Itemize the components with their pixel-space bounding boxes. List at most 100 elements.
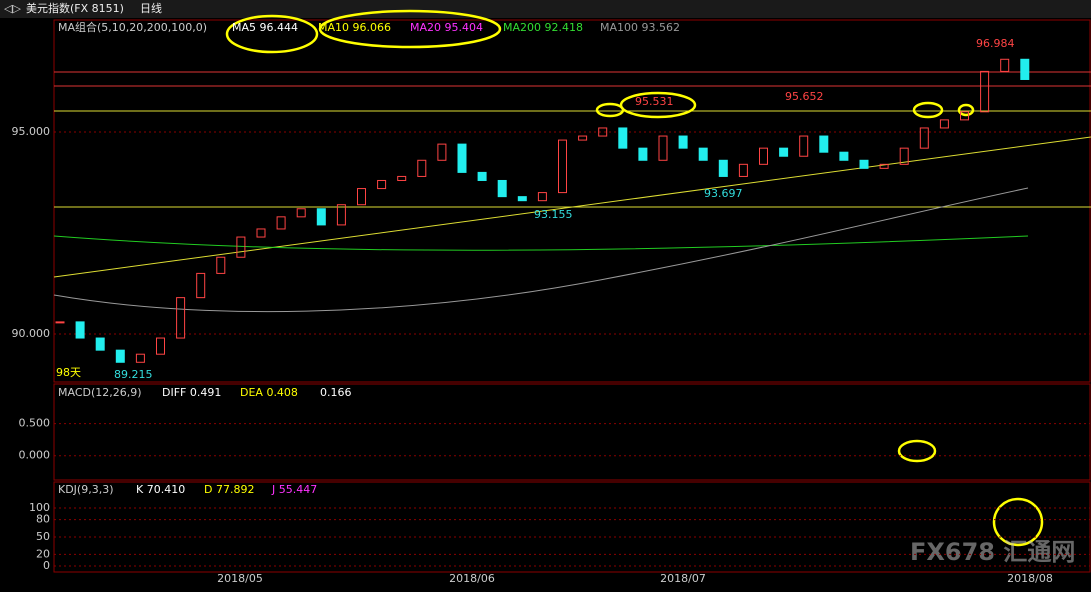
highlight (912, 101, 944, 119)
candle (1020, 58, 1030, 80)
candle (879, 163, 889, 169)
candle (618, 127, 628, 149)
y-tick-label: 0.000 (19, 449, 51, 462)
candle (176, 297, 186, 339)
candle (457, 143, 467, 173)
kdj-legend: KDJ(9,3,3) (58, 483, 114, 496)
candle (135, 353, 145, 363)
macd-legend: MACD(12,26,9) (58, 386, 142, 399)
candle (698, 147, 708, 161)
candle (558, 139, 567, 194)
highlights (225, 9, 1044, 547)
annotation: 95.652 (785, 90, 824, 103)
candle (517, 196, 527, 202)
ma-legend: MA100 93.562 (600, 21, 680, 34)
price-panel (53, 19, 1091, 383)
ma-legend: MA10 96.066 (318, 21, 391, 34)
macd-legend: DIFF 0.491 (162, 386, 221, 399)
candle (397, 175, 407, 181)
ma100-curve (53, 187, 1029, 313)
kdj-legend: J 55.447 (271, 483, 317, 496)
candle (296, 208, 306, 218)
y-tick-label: 100 (29, 501, 50, 514)
highlight (619, 91, 697, 119)
ma-legend: MA20 95.404 (410, 21, 483, 34)
candle (799, 135, 809, 157)
candle (377, 179, 387, 190)
candle (256, 228, 266, 238)
candle (980, 70, 990, 113)
candle (115, 349, 125, 363)
watermark: FX678 汇通网 (910, 538, 1075, 566)
candle (738, 163, 748, 177)
candle (819, 135, 829, 153)
highlight (318, 9, 502, 49)
kdj-legend: K 70.410 (136, 483, 185, 496)
candle (216, 256, 226, 274)
kdj-legend: D 77.892 (204, 483, 254, 496)
highlight (992, 497, 1044, 547)
trend-line (53, 136, 1091, 278)
ma-legend: MA200 92.418 (503, 21, 583, 34)
back-icon[interactable]: ◁▷ (4, 2, 21, 15)
y-tick-label: 90.000 (12, 327, 51, 340)
candle (859, 159, 869, 169)
candle (759, 147, 768, 165)
highlight (595, 102, 625, 118)
candle (75, 321, 85, 339)
highlight (957, 103, 975, 117)
candle (939, 119, 949, 129)
candle (417, 159, 427, 177)
annotation: 96.984 (976, 37, 1015, 50)
candle (236, 236, 246, 258)
candle (336, 204, 346, 226)
y-tick-label: 95.000 (12, 125, 51, 138)
ma-legend: MA5 96.444 (232, 21, 298, 34)
candle (779, 147, 789, 157)
macd-legend: DEA 0.408 (240, 386, 298, 399)
candle (357, 188, 366, 206)
candle (919, 127, 929, 149)
candle (437, 143, 447, 161)
annotation: 93.155 (534, 208, 573, 221)
candle (658, 135, 668, 161)
candle (276, 216, 286, 230)
y-tick-label: 0.500 (19, 417, 51, 430)
x-label: 2018/07 (660, 572, 706, 585)
macd-panel (53, 383, 1091, 481)
x-label: 2018/06 (449, 572, 495, 585)
kdj-panel (53, 481, 1091, 573)
candle (678, 135, 688, 149)
candle (477, 171, 487, 181)
toolbar (0, 0, 1091, 18)
candle (196, 272, 206, 299)
ma-legend: MA组合(5,10,20,200,100,0) (58, 20, 207, 34)
candle (1000, 58, 1010, 72)
candle (598, 127, 608, 137)
symbol: 美元指数(FX 8151) (26, 1, 124, 15)
period[interactable]: 日线 (140, 1, 162, 15)
x-label: 2018/08 (1007, 572, 1053, 585)
y-tick-label: 20 (36, 547, 50, 560)
annotation: 93.697 (704, 187, 743, 200)
candle (839, 151, 849, 161)
ma200-curve (53, 235, 1029, 251)
candle (960, 111, 969, 121)
candle (718, 159, 728, 177)
candle (95, 337, 105, 351)
highlight (897, 439, 937, 463)
y-tick-label: 50 (36, 530, 50, 543)
candle (578, 135, 588, 141)
candle (537, 192, 547, 202)
macd-legend: 0.166 (320, 386, 352, 399)
highlight (225, 14, 319, 54)
y-tick-label: 80 (36, 513, 50, 526)
y-tick-label: 0 (43, 559, 50, 572)
annotation: 95.531 (635, 95, 674, 108)
annotation: 89.215 (114, 368, 153, 381)
candle (55, 321, 65, 324)
x-label: 2018/05 (217, 572, 263, 585)
candle (316, 208, 326, 226)
